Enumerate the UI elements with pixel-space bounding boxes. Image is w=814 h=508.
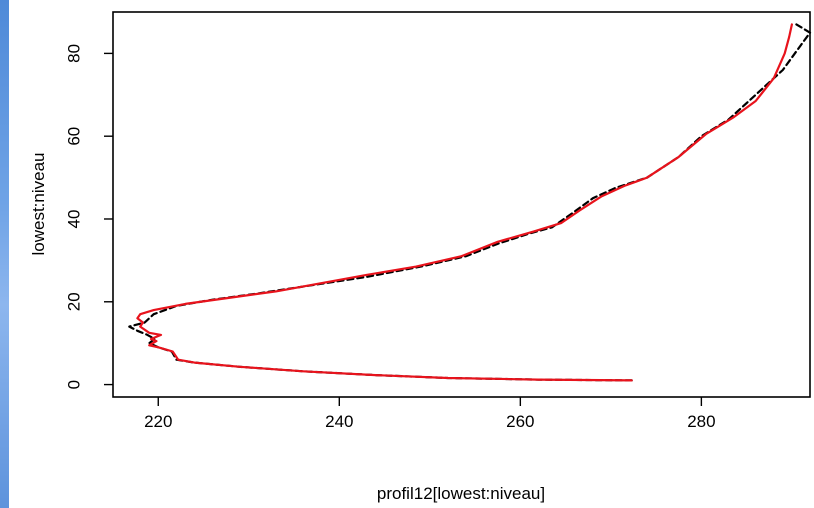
x-tick-label: 240 [325,412,353,431]
series-line-2 [136,23,793,382]
y-axis: 0 20 40 60 80 [64,44,113,389]
y-tick-label: 20 [64,292,83,311]
window-edge [0,0,9,508]
y-tick-label: 60 [64,127,83,146]
series-line-1 [128,23,812,382]
x-axis: 220 240 260 280 [144,397,716,431]
y-axis-label: lowest:niveau [29,152,48,255]
x-tick-label: 260 [506,412,534,431]
plot-frame [112,11,811,398]
x-tick-label: 220 [144,412,172,431]
x-axis-label: profil12[lowest:niveau] [377,484,545,503]
y-tick-label: 0 [64,380,83,389]
series-layer [128,23,812,382]
x-tick-label: 280 [687,412,715,431]
y-tick-label: 40 [64,210,83,229]
y-tick-label: 80 [64,44,83,63]
